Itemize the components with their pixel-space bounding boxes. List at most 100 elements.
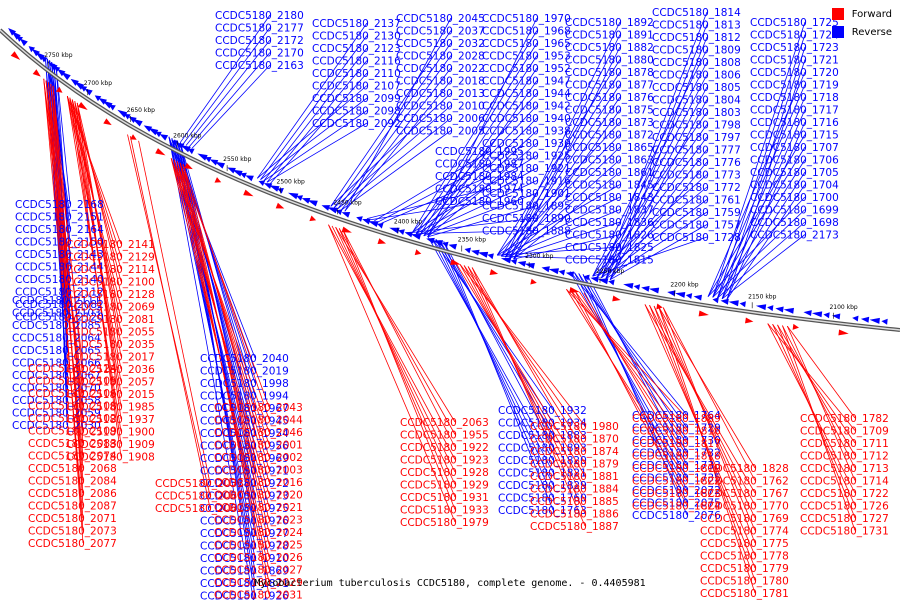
gene-connector-line <box>76 102 122 357</box>
forward-gene-label: CCDC5180_1816 <box>632 426 721 438</box>
gene-connector-line <box>501 196 621 257</box>
forward-gene-label: CCDC5180_1931 <box>400 492 489 504</box>
reverse-gene-label: CCDC5180_1705 <box>750 167 839 179</box>
gene-connector-line <box>47 82 84 544</box>
forward-gene-arrow <box>184 162 193 170</box>
forward-gene-label: CCDC5180_2086 <box>28 488 117 500</box>
gene-connector-line <box>179 162 270 408</box>
reverse-gene-arrow <box>398 229 405 235</box>
forward-gene-label: CCDC5180_1714 <box>800 476 889 488</box>
gene-connector-line <box>772 323 856 444</box>
reverse-gene-arrow <box>448 243 457 250</box>
forward-gene-label: CCDC5180_2108 <box>28 401 117 413</box>
forward-gene-arrow <box>530 278 537 285</box>
gene-connector-line <box>443 241 554 448</box>
forward-gene-label: CCDC5180_2128 <box>66 289 155 301</box>
reverse-gene-arrow <box>307 200 318 207</box>
gene-connector-line <box>592 174 708 277</box>
forward-gene-label: CCDC5180_2071 <box>28 513 117 525</box>
forward-gene-arrow <box>838 329 849 336</box>
gene-connector-line <box>712 209 806 298</box>
reverse-gene-label: CCDC5180_1757 <box>652 220 741 232</box>
reverse-gene-label: CCDC5180_1721 <box>750 55 839 67</box>
forward-gene-arrow <box>103 118 112 126</box>
gene-connector-line <box>609 99 708 280</box>
reverse-gene-label: CCDC5180_1776 <box>652 157 741 169</box>
reverse-gene-arrow <box>548 268 559 275</box>
reverse-gene-label: CCDC5180_2103 <box>12 308 101 320</box>
reverse-gene-arrow <box>368 221 379 227</box>
reverse-gene-arrow <box>426 237 435 244</box>
gene-connector-line <box>500 71 621 257</box>
gene-connector-line <box>455 263 586 477</box>
forward-gene-arrow <box>243 189 254 197</box>
forward-gene-label: CCDC5180_2069 <box>66 302 155 314</box>
forward-gene-label: CCDC5180_1817 <box>632 438 721 450</box>
reverse-gene-arrow <box>258 180 266 186</box>
reverse-gene-arrow <box>389 227 400 234</box>
forward-gene-label: CCDC5180_1928 <box>400 467 489 479</box>
forward-gene-label: CCDC5180_2083 <box>28 438 117 450</box>
gene-connector-line <box>496 121 621 256</box>
reverse-gene-label: CCDC5180_1987 <box>435 159 524 171</box>
gene-connector-line <box>592 111 708 277</box>
forward-gene-label: CCDC5180_1822 <box>632 476 721 488</box>
gene-connector-line <box>370 200 491 221</box>
forward-gene-label: CCDC5180_1909 <box>66 439 155 451</box>
gene-connector-line <box>423 67 538 237</box>
reverse-gene-label: CCDC5180_1901 <box>482 188 571 200</box>
gene-connector-line <box>726 184 806 300</box>
forward-gene-label: CCDC5180_1979 <box>400 517 489 529</box>
reverse-gene-label: CCDC5180_1921 <box>482 163 571 175</box>
reverse-gene-label: CCDC5180_1942 <box>482 101 571 113</box>
reverse-gene-arrow <box>232 169 243 177</box>
gene-connector-line <box>496 59 621 256</box>
reverse-gene-label: CCDC5180_2098 <box>312 106 401 118</box>
reverse-gene-label: CCDC5180_1998 <box>200 378 289 390</box>
reverse-gene-arrow <box>541 266 550 273</box>
reverse-gene-label: CCDC5180_1805 <box>652 82 741 94</box>
reverse-gene-arrow <box>53 66 61 73</box>
reverse-gene-label: CCDC5180_1836 <box>565 217 654 229</box>
forward-gene-arrow <box>569 287 580 293</box>
gene-connector-line <box>566 288 688 419</box>
gene-connector-line <box>427 142 538 238</box>
gene-connector-line <box>658 306 756 594</box>
reverse-gene-label: CCDC5180_2018 <box>396 76 485 88</box>
reverse-gene-label: CCDC5180_1704 <box>750 180 839 192</box>
gene-connector-line <box>342 229 456 510</box>
gene-connector-line <box>605 86 708 280</box>
gene-connector-line <box>377 163 491 223</box>
forward-gene-label: CCDC5180_2017 <box>66 352 155 364</box>
forward-gene-label: CCDC5180_1769 <box>700 513 789 525</box>
reverse-gene-label: CCDC5180_1892 <box>565 17 654 29</box>
reverse-gene-arrow <box>869 317 880 324</box>
reverse-gene-label: CCDC5180_2168 <box>15 199 104 211</box>
gene-connector-line <box>412 155 538 233</box>
gene-connector-line <box>513 234 621 260</box>
reverse-gene-arrow <box>590 276 599 283</box>
gene-connector-line <box>707 71 806 297</box>
reverse-gene-arrow <box>321 205 331 211</box>
gene-connector-line <box>374 150 491 222</box>
gene-connector-line <box>344 17 452 212</box>
gene-connector-line <box>596 61 708 278</box>
reverse-gene-label: CCDC5180_2064 <box>12 333 101 345</box>
gene-connector-line <box>459 264 586 489</box>
reverse-gene-label: CCDC5180_1723 <box>750 42 839 54</box>
reverse-gene-label: CCDC5180_1952 <box>482 63 571 75</box>
forward-gene-label: CCDC5180_1922 <box>400 442 489 454</box>
gene-connector-line <box>509 159 621 259</box>
reverse-gene-label: CCDC5180_1808 <box>652 57 741 69</box>
reverse-gene-label: CCDC5180_2163 <box>215 60 304 72</box>
reverse-gene-arrow <box>623 283 634 289</box>
reverse-gene-arrow <box>767 305 774 312</box>
gene-connector-line <box>182 27 271 145</box>
reverse-gene-label: CCDC5180_1995 <box>435 146 524 158</box>
gene-connector-line <box>596 124 708 278</box>
reverse-gene-arrow <box>583 274 590 281</box>
gene-connector-line <box>333 105 452 208</box>
forward-gene-label: CCDC5180_1779 <box>700 563 789 575</box>
reverse-gene-arrow <box>117 109 128 118</box>
gene-connector-line <box>43 78 84 456</box>
